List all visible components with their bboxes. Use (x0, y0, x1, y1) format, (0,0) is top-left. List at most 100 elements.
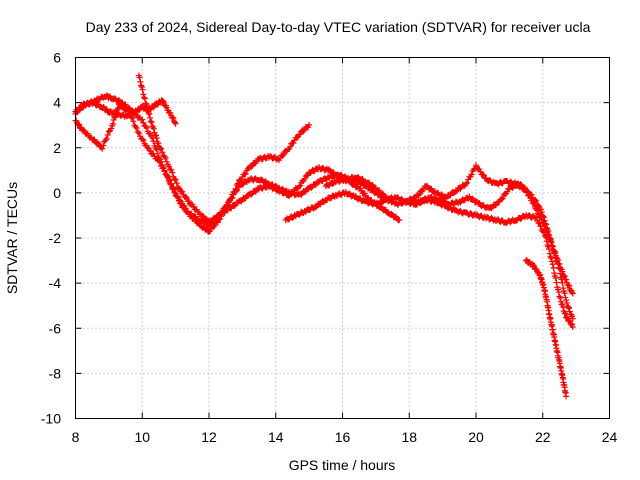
data-point (94, 139, 101, 146)
data-point (547, 235, 554, 242)
data-point (396, 216, 403, 223)
data-point (569, 321, 576, 328)
data-point (161, 167, 168, 174)
data-point (546, 232, 553, 239)
data-point (563, 299, 570, 306)
data-point (566, 308, 573, 315)
data-point (549, 243, 556, 250)
data-point (153, 135, 160, 142)
data-point (569, 290, 576, 297)
data-point (480, 172, 487, 179)
data-point (173, 180, 180, 187)
data-point (557, 294, 564, 301)
data-point (231, 202, 238, 209)
data-point (562, 294, 569, 301)
data-point (182, 205, 189, 212)
data-point (223, 202, 230, 209)
data-point (556, 265, 563, 272)
data-point (565, 282, 572, 289)
data-point (147, 118, 154, 125)
data-point (207, 228, 214, 235)
data-point (167, 166, 174, 173)
data-point (135, 130, 142, 137)
data-point (301, 176, 308, 183)
y-axis-label: SDTVAR / TECUs (4, 182, 20, 294)
data-point (172, 120, 179, 127)
x-tick-label: 8 (72, 429, 80, 445)
data-point (145, 109, 152, 116)
data-point (219, 208, 226, 215)
y-tick-labels: -10 -8 -6 -4 -2 0 2 4 6 (41, 50, 61, 427)
y-tick-label: -10 (41, 411, 61, 427)
data-point (162, 154, 169, 161)
data-point (211, 222, 218, 229)
data-point (160, 99, 167, 106)
data-point (134, 128, 141, 135)
data-point (540, 214, 547, 221)
data-point (517, 181, 524, 188)
data-point (551, 270, 558, 277)
y-tick-label: 4 (53, 95, 61, 111)
data-point (379, 190, 386, 197)
data-point (555, 289, 562, 296)
data-point (546, 234, 553, 241)
data-point (549, 261, 556, 268)
data-point (150, 125, 157, 132)
data-point (179, 188, 186, 195)
x-axis-label: GPS time / hours (289, 457, 396, 473)
data-point (546, 246, 553, 253)
data-point (479, 171, 486, 178)
data-point (109, 120, 116, 127)
data-point (108, 125, 115, 132)
data-point (308, 184, 315, 191)
x-tick-label: 22 (535, 429, 551, 445)
y-tick-label: -8 (49, 365, 62, 381)
data-point (183, 195, 190, 202)
data-point (546, 250, 553, 257)
data-point (159, 149, 166, 156)
data-point (552, 253, 559, 260)
data-point (185, 198, 192, 205)
data-point (297, 131, 304, 138)
data-point (229, 194, 236, 201)
data-point (346, 190, 353, 197)
data-point (171, 175, 178, 182)
series-sat-e (282, 189, 576, 331)
data-point (553, 279, 560, 286)
data-point (248, 191, 255, 198)
data-point (557, 298, 564, 305)
data-point (167, 177, 174, 184)
data-point (104, 131, 111, 138)
data-point (541, 232, 548, 239)
data-point (142, 100, 149, 107)
data-point (141, 94, 148, 101)
data-point (540, 213, 547, 220)
data-point (468, 171, 475, 178)
data-point (563, 297, 570, 304)
data-point (174, 183, 181, 190)
data-point (139, 86, 146, 93)
data-point (177, 197, 184, 204)
data-point (361, 190, 368, 197)
data-point (133, 125, 140, 132)
data-point (171, 186, 178, 193)
data-point (155, 157, 162, 164)
data-point (560, 304, 567, 311)
data-point (416, 191, 423, 198)
x-tick-labels: 8 10 12 14 16 18 20 22 24 (72, 429, 618, 445)
data-point (386, 195, 393, 202)
data-point (226, 199, 233, 206)
data-point (175, 185, 182, 192)
data-point (143, 124, 150, 131)
data-point (498, 196, 505, 203)
data-point (556, 293, 563, 300)
data-point (105, 128, 112, 135)
data-point (158, 145, 165, 152)
data-point (239, 181, 246, 188)
data-point (550, 264, 557, 271)
data-point (150, 138, 157, 145)
data-points (72, 72, 576, 400)
plot-frame (75, 57, 610, 419)
data-point (290, 139, 297, 146)
